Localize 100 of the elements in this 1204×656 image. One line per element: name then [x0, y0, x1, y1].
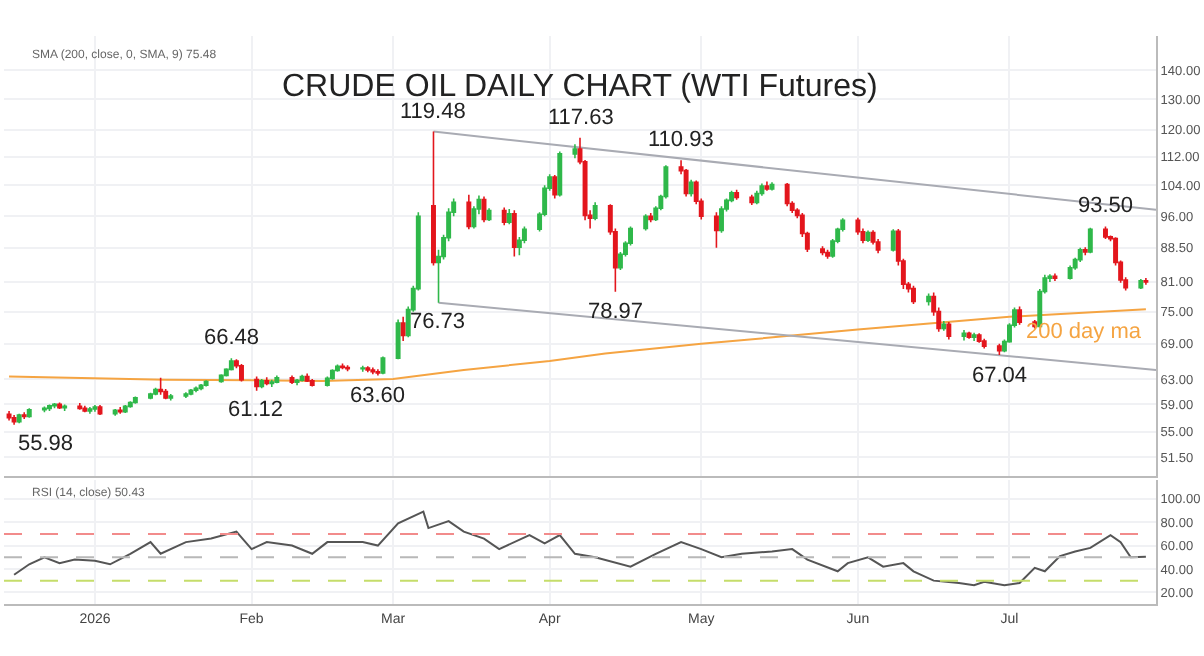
candlestick [228, 357, 234, 372]
candlestick [996, 343, 1002, 356]
annotation: 55.98 [18, 432, 74, 456]
candlestick [87, 406, 93, 415]
candlestick [966, 330, 972, 340]
candlestick [926, 292, 932, 307]
annotation: 76.73 [410, 310, 466, 334]
candlestick [168, 393, 174, 402]
candlestick [648, 212, 654, 224]
annotation: 119.48 [400, 100, 466, 124]
candlestick [304, 372, 310, 383]
candlestick [961, 329, 967, 342]
candlestick [259, 378, 265, 390]
candlestick [47, 403, 52, 412]
candlestick [77, 402, 83, 411]
candlestick [269, 378, 275, 388]
annotation: 117.63 [548, 106, 614, 130]
candlestick [132, 395, 138, 404]
candlestick [688, 178, 694, 198]
candlestick [188, 388, 194, 397]
candlestick [1052, 272, 1058, 282]
candlestick [274, 374, 280, 383]
candlestick [592, 201, 598, 222]
candlestick [875, 238, 881, 255]
candlestick [153, 386, 159, 395]
candlestick [855, 217, 861, 236]
candlestick [239, 363, 244, 383]
candlestick [719, 205, 724, 234]
candlestick [122, 404, 128, 414]
candlestick [552, 174, 558, 200]
candlestick [365, 365, 371, 374]
candlestick [754, 190, 760, 206]
candlestick [825, 249, 831, 260]
candlestick [370, 366, 376, 375]
candlestick [380, 355, 386, 375]
candlestick [21, 411, 27, 420]
candlestick [112, 408, 118, 417]
series-label: 200 day ma [1026, 320, 1143, 344]
line-series [13, 510, 1147, 587]
candlestick [870, 229, 876, 246]
candlestick [1077, 246, 1083, 263]
candlestick [1017, 305, 1023, 326]
candlestick [683, 168, 689, 198]
candlestick [16, 412, 22, 424]
candlestick [759, 182, 765, 197]
candlestick [466, 193, 472, 231]
annotation: 78.97 [588, 300, 644, 324]
candlestick [511, 209, 517, 258]
annotation: 63.60 [350, 384, 406, 408]
candlestick [1143, 277, 1149, 286]
candlestick [289, 374, 295, 385]
annotation: 110.93 [648, 128, 714, 152]
candlestick [911, 284, 916, 305]
candlestick [294, 378, 300, 387]
candlestick [299, 373, 305, 383]
candlestick [52, 402, 57, 410]
candlestick [360, 364, 366, 373]
candlestick [820, 245, 825, 256]
candlestick [158, 377, 164, 396]
candlestick [506, 208, 512, 226]
candlestick [486, 207, 492, 222]
candlestick [57, 401, 63, 410]
candlestick [375, 368, 381, 377]
candlestick [1103, 225, 1108, 240]
candlestick [324, 375, 330, 388]
candlestick [400, 316, 406, 342]
candlestick [1138, 278, 1144, 290]
candlestick [784, 182, 790, 208]
candlestick [729, 190, 735, 204]
candlestick [254, 375, 260, 392]
annotation: 67.04 [972, 364, 1028, 388]
candlestick [11, 414, 17, 426]
candlestick [309, 378, 315, 388]
candlestick [734, 188, 740, 201]
candlestick [557, 150, 563, 198]
annotation: 61.12 [228, 398, 284, 422]
candlestick [148, 391, 153, 400]
candlestick [946, 321, 952, 341]
candlestick [1087, 226, 1093, 255]
candlestick [6, 410, 12, 422]
candlestick [26, 407, 32, 419]
candlestick [193, 385, 199, 393]
candlestick [82, 404, 88, 414]
annotation: 66.48 [204, 326, 260, 350]
candlestick [643, 213, 649, 232]
annotation: 93.50 [1078, 194, 1134, 218]
candlestick [431, 130, 436, 267]
candlestick [395, 318, 401, 361]
text: CRUDE OIL DAILY CHART (WTI Futures) [282, 70, 878, 104]
candlestick [941, 320, 947, 332]
candlestick [981, 338, 987, 350]
candlestick [572, 143, 578, 160]
candlestick [713, 211, 719, 249]
candlestick [329, 368, 335, 381]
candlestick [1067, 264, 1073, 281]
candlestick [264, 376, 270, 387]
candlestick [218, 373, 224, 384]
candlestick [203, 379, 209, 388]
candlestick [183, 391, 189, 399]
candlestick [127, 400, 133, 409]
